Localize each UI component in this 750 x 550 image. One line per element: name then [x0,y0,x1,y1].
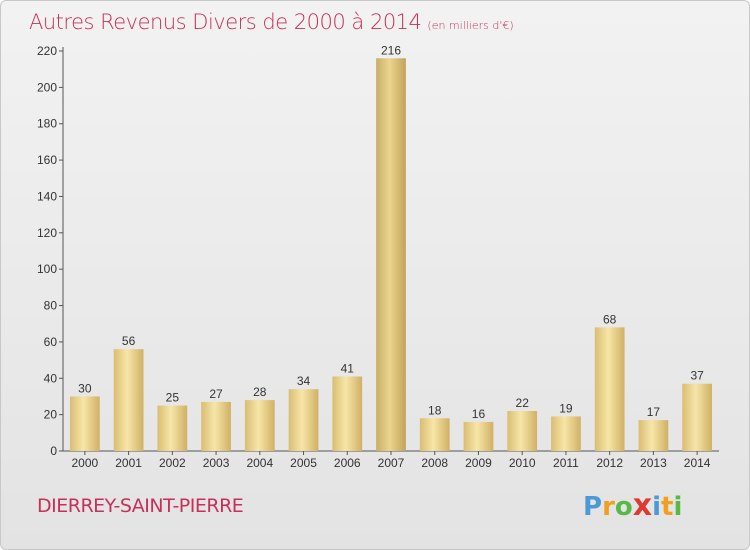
bars: 30 56 25 27 28 34 41 216 18 16 22 19 68 17 37 [69,43,713,451]
bar [594,327,625,451]
x-tick-label: 2013 [640,456,667,470]
bar [288,389,319,451]
bar [638,420,669,451]
x-tick-label: 2001 [115,456,142,470]
x-tick-label: 2008 [421,456,448,470]
y-tick-label: 180 [37,117,57,131]
y-tick-label: 0 [50,444,57,458]
logo-letter: i [673,492,683,522]
bar-value-label: 18 [428,403,442,417]
x-tick-label: 2006 [334,456,361,470]
x-axis: 2000 2001 2002 2003 2004 2005 2006 2007 2008 2009… [63,450,719,470]
y-tick-label: 80 [44,299,58,313]
y-tick-label: 20 [44,408,58,422]
logo-letter: t [661,492,674,522]
x-tick-label: 2012 [596,456,623,470]
bar-value-label: 22 [516,396,530,410]
x-tick-label: 2005 [290,456,317,470]
bar-value-label: 68 [603,312,617,326]
bar [419,418,450,451]
x-tick-label: 2003 [203,456,230,470]
chart-title: Autres Revenus Divers de 2000 à 2014 (en … [29,10,514,34]
x-tick-label: 2014 [684,456,711,470]
bar-value-label: 41 [341,361,355,375]
bar [332,376,363,451]
bar-value-label: 34 [297,374,311,388]
bar-value-label: 19 [559,401,573,415]
y-tick-label: 100 [37,262,57,276]
bar-value-label: 25 [166,391,180,405]
x-tick-label: 2007 [378,456,405,470]
bar [376,58,406,451]
y-tick-label: 60 [44,335,58,349]
logo-letter: r [602,492,615,522]
y-tick-label: 220 [37,44,57,58]
bar [463,421,494,451]
bar-value-label: 216 [381,43,401,57]
x-tick-label: 2011 [553,456,579,470]
commune-name: DIERREY-SAINT-PIERRE [37,495,244,517]
title-text: Autres Revenus Divers de 2000 à 2014 [29,10,422,34]
bar-value-label: 28 [253,385,267,399]
x-tick-label: 2002 [159,456,186,470]
bar [69,396,100,451]
bar [201,401,231,451]
x-tick-label: 2010 [509,456,536,470]
bar-value-label: 56 [122,334,136,348]
x-tick-label: 2004 [246,456,273,470]
bar-value-label: 17 [647,405,661,419]
logo-letter: i [652,492,662,522]
logo-letter: x [632,488,653,523]
logo-letter: P [583,492,603,522]
y-tick-label: 200 [37,80,57,94]
y-tick-label: 140 [37,189,57,203]
bar [507,411,538,451]
bar [551,416,581,451]
y-axis: 0 20 40 60 80 100 120 140 160 180 200 220 [37,44,64,458]
title-unit: (en milliers d'€) [427,19,514,32]
logo-letter: o [614,492,633,522]
bar [244,400,275,451]
bar [113,349,144,451]
bar [682,383,713,451]
bar-value-label: 27 [209,387,223,401]
proxiti-logo: Proxiti [583,488,682,523]
y-tick-label: 40 [44,371,58,385]
bar-value-label: 30 [78,381,92,395]
x-tick-label: 2000 [72,456,99,470]
y-tick-label: 120 [37,226,57,240]
bar [157,405,188,451]
bar-value-label: 37 [690,369,704,383]
y-tick-label: 160 [37,153,57,167]
x-tick-label: 2009 [465,456,492,470]
bar-value-label: 16 [472,407,486,421]
